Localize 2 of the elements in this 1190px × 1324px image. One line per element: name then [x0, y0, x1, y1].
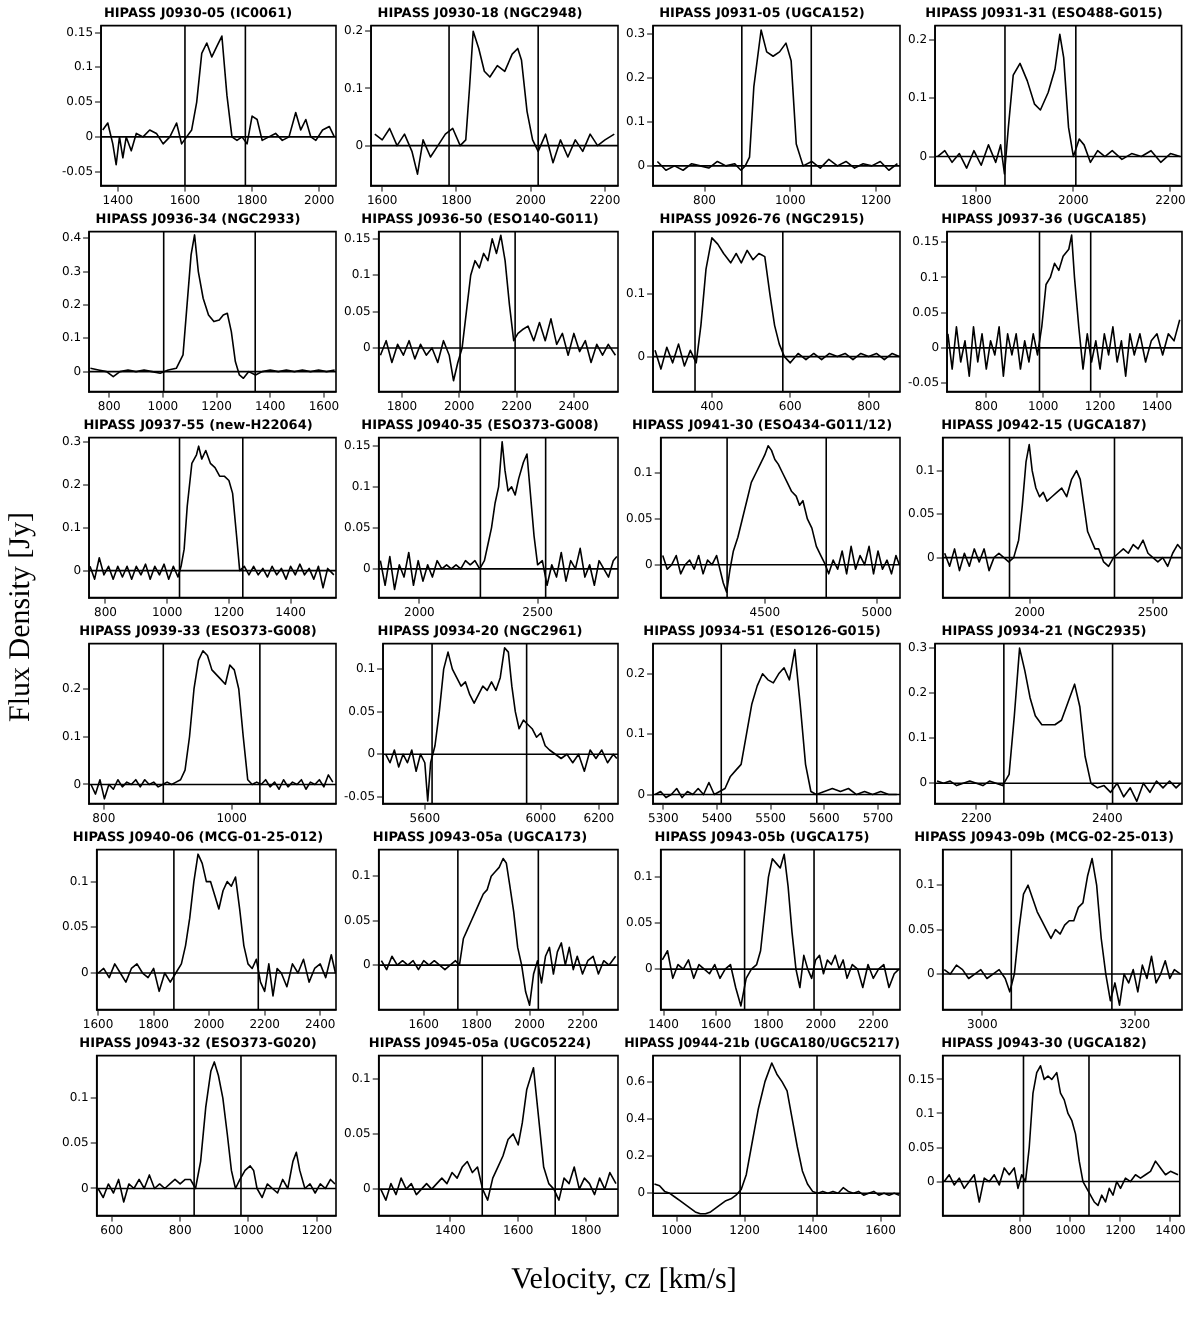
x-axis-title: Velocity, cz [km/s] [509, 1264, 739, 1298]
y-axis-title: Flux Density [Jy] [5, 510, 39, 726]
